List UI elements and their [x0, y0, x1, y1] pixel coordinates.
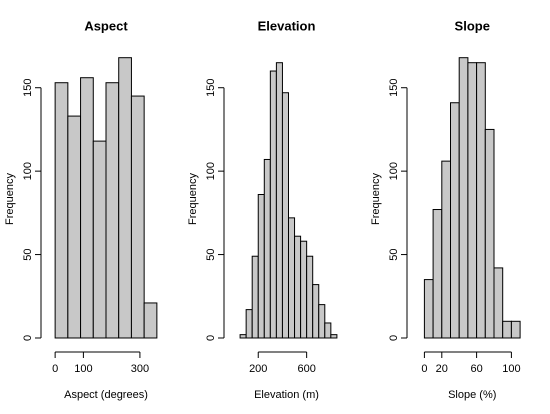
y-axis-label: Frequency: [4, 173, 16, 225]
bar: [458, 57, 469, 339]
bar: [143, 302, 158, 339]
y-tick-label: 50: [205, 248, 217, 260]
bar: [54, 82, 69, 339]
bar: [306, 255, 314, 339]
bar: [251, 255, 259, 339]
bar: [281, 92, 289, 339]
bar: [105, 82, 120, 339]
bar: [510, 320, 521, 339]
panel-title: Elevation: [258, 18, 316, 33]
y-tick-label: 100: [388, 162, 400, 180]
bar: [450, 102, 460, 339]
x-tick-label: 100: [74, 363, 92, 375]
x-tick-label: 0: [421, 363, 427, 375]
bar: [239, 334, 247, 339]
y-tick-label: 0: [388, 335, 400, 341]
bar: [245, 309, 253, 339]
x-tick-label: 600: [297, 363, 315, 375]
y-tick-label: 50: [388, 248, 400, 260]
bar: [275, 62, 283, 339]
y-tick-label: 100: [205, 162, 217, 180]
panel-title: Slope: [455, 18, 490, 33]
y-tick-label: 50: [22, 248, 34, 260]
y-axis-label: Frequency: [187, 173, 199, 225]
x-tick-label: 60: [470, 363, 482, 375]
bar: [432, 209, 443, 339]
bar: [92, 140, 107, 339]
x-tick-label: 100: [502, 363, 520, 375]
panel-title: Aspect: [84, 18, 128, 33]
bar: [493, 267, 504, 339]
y-tick-label: 100: [22, 162, 34, 180]
x-tick-label: 0: [52, 363, 58, 375]
x-tick-label: 20: [436, 363, 448, 375]
bar: [263, 158, 271, 339]
bar: [330, 334, 338, 339]
bar: [118, 57, 132, 339]
bar: [257, 194, 265, 339]
bar: [467, 62, 478, 339]
bar: [287, 217, 296, 339]
bar: [269, 70, 277, 339]
x-axis-label: Slope (%): [448, 389, 496, 401]
bar: [318, 304, 326, 339]
x-tick-label: 200: [249, 363, 267, 375]
bar: [476, 62, 486, 339]
x-axis-label: Elevation (m): [254, 389, 319, 401]
bar: [80, 77, 94, 339]
bar: [67, 115, 82, 339]
y-tick-label: 150: [388, 79, 400, 97]
x-tick-label: 300: [131, 363, 149, 375]
x-axis-label: Aspect (degrees): [64, 389, 148, 401]
bar: [423, 279, 434, 339]
bar: [324, 322, 332, 339]
y-tick-label: 150: [22, 79, 34, 97]
bar: [502, 320, 512, 339]
bar: [294, 235, 302, 339]
bar: [441, 160, 451, 339]
y-tick-label: 150: [205, 79, 217, 97]
bar: [130, 95, 145, 339]
y-tick-label: 0: [205, 335, 217, 341]
y-tick-label: 0: [22, 335, 34, 341]
bar: [312, 284, 320, 339]
bar: [300, 240, 308, 339]
y-axis-label: Frequency: [370, 173, 382, 225]
bar: [484, 128, 495, 339]
